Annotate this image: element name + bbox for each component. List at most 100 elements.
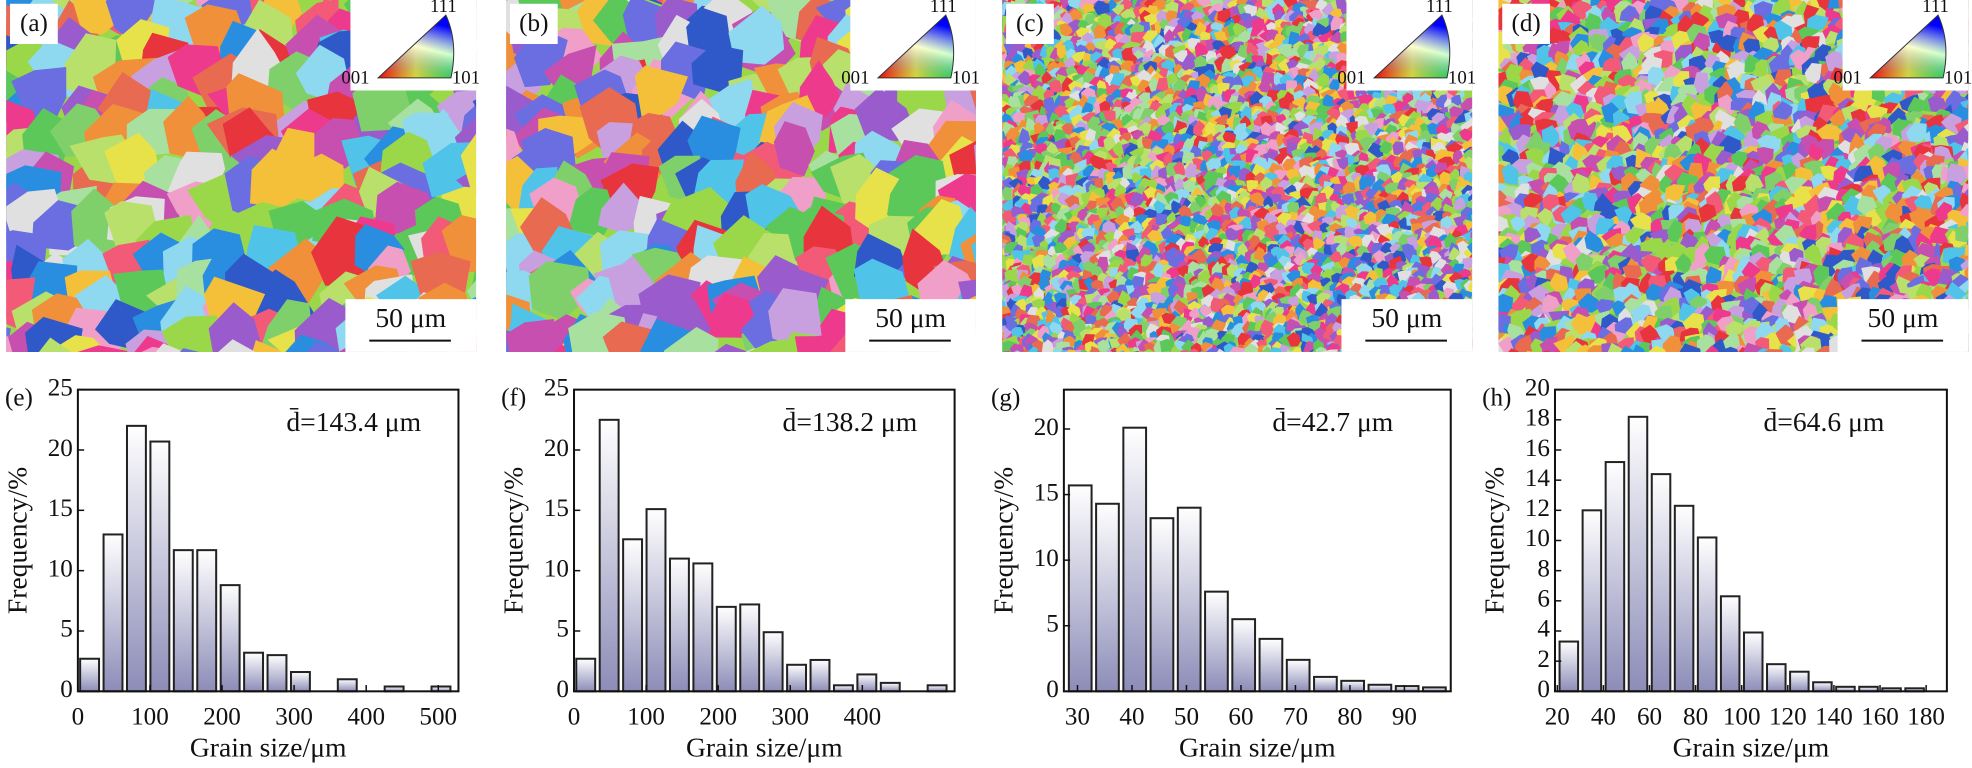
grain [1299,187,1311,199]
grain [1208,242,1224,255]
grain [1320,353,1336,369]
grain [1359,175,1374,192]
grain [1245,261,1260,274]
grain [1743,38,1761,56]
grain [981,258,998,271]
grain [984,217,999,231]
grain [1245,171,1257,184]
map-label: (c) [1016,10,1044,37]
grain [984,15,995,30]
grain [989,74,999,89]
grain [1361,355,1374,367]
grain [985,191,998,206]
grain [1774,20,1793,41]
grain [1621,51,1639,73]
grain [1460,98,1473,113]
grain [1322,94,1336,107]
grain [1337,351,1339,352]
grain [1002,198,1013,212]
grain [986,269,1000,283]
grain [1106,348,1113,352]
grain [1463,171,1473,183]
grain [985,253,998,267]
grain [1197,269,1211,285]
ebsd-map [1470,0,1969,352]
grain [1002,190,1004,193]
grain [1363,211,1377,225]
grain [1429,250,1442,264]
grain [1002,208,1005,216]
grain [745,184,799,233]
grain [1337,86,1350,103]
grain [1336,156,1349,170]
grain [1471,214,1473,223]
grain [1571,0,1594,21]
scale-label: 50 μm [375,302,446,333]
grain [984,135,998,148]
grain [982,268,997,282]
grain [1017,70,1031,86]
grain [1223,292,1238,309]
grain [1014,350,1021,352]
grain [1475,179,1488,191]
grain [463,183,477,225]
grain [1693,72,1710,95]
grain [1363,234,1377,250]
grain [1002,186,1013,202]
grain [1305,350,1311,352]
grain [420,359,479,416]
grain [1473,301,1486,314]
grain [1163,353,1177,369]
grain [1002,336,1005,344]
grain [1069,8,1083,23]
grain [1011,326,1024,338]
grain [1328,0,1335,1]
grain [1025,117,1037,131]
grain [1472,217,1488,232]
grain [1462,230,1473,243]
grain [1470,9,1491,32]
grain [1306,220,1324,233]
grain [1159,339,1175,352]
grain [1004,269,1018,283]
grain [1471,128,1473,130]
grain [1042,355,1053,367]
grain [986,334,1001,349]
grain [1379,141,1392,154]
grain [306,341,338,352]
grain [1475,80,1488,95]
map-label: (a) [20,10,48,37]
grain [1002,283,1009,299]
grain [1189,307,1200,321]
grain [855,167,908,239]
grain [1248,354,1261,370]
grain [1173,161,1186,178]
grain [1002,45,1003,49]
grain [1246,42,1260,57]
grain [1469,266,1473,274]
grain [1475,38,1487,52]
grain [1498,94,1499,96]
grain [974,144,976,168]
grain [1211,277,1225,293]
grain [984,313,998,327]
grain [1376,223,1390,238]
ipf-label: 101 [952,68,980,89]
grain [1027,346,1038,352]
grain [1477,343,1490,359]
grain [1172,353,1184,367]
grain [980,292,997,305]
grain [1226,263,1239,278]
grain [1067,0,1082,10]
grain [1804,62,1822,85]
grain [1215,190,1232,204]
grain [1286,349,1294,352]
grain [991,228,1002,242]
grain [1200,350,1204,352]
grain [1265,52,1278,68]
grain [441,214,477,272]
grain [1113,22,1125,36]
grain [1475,225,1485,239]
grain [988,279,1001,295]
grain [1060,350,1070,352]
